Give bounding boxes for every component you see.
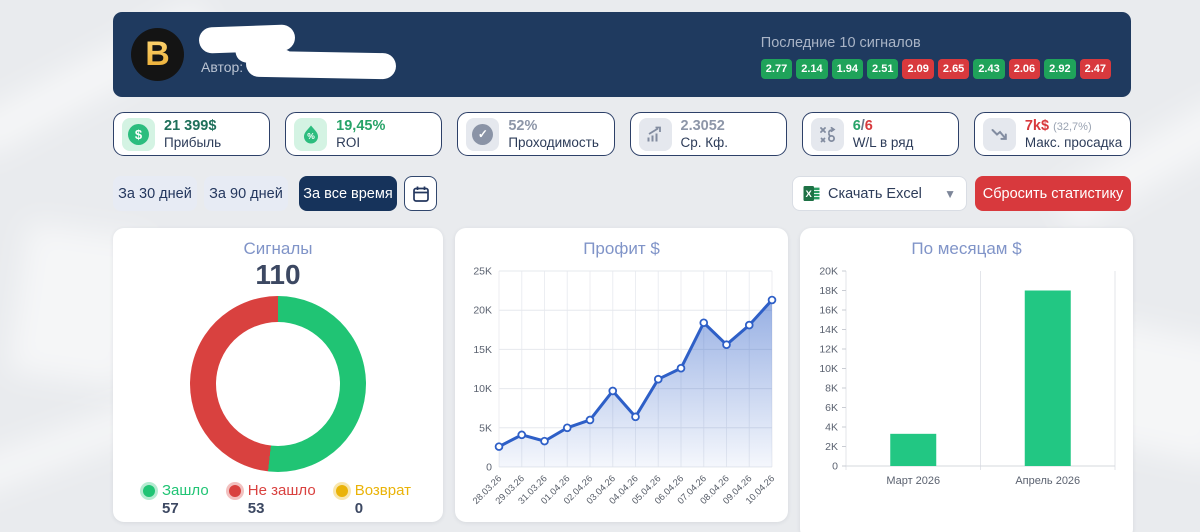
svg-text:10K: 10K [819, 363, 838, 375]
drawdown-value: 7k$ (32,7%) [1024, 117, 1092, 134]
stat-card-roi: % 19,45% ROI [285, 112, 443, 156]
period-90-days-button[interactable]: За 90 дней [204, 176, 288, 211]
signal-badge: 2.51 [867, 59, 899, 79]
roi-value: 19,45% [336, 117, 386, 134]
logo-letter: B [145, 35, 170, 73]
stat-card-profit: $ 21 399$ Прибыль [113, 112, 271, 156]
winrate-label: Проходимость [508, 134, 599, 150]
legend-item[interactable]: Возврат 0 [335, 482, 411, 518]
avg-odds-label: Ср. Кф. [680, 134, 728, 150]
strategy-icon [810, 117, 844, 151]
legend-label: Возврат [354, 482, 411, 500]
dollar-icon: $ [122, 117, 155, 151]
signal-badge: 2.43 [973, 59, 1005, 79]
redaction-blob [245, 50, 397, 80]
svg-text:X: X [806, 189, 813, 200]
downtrend-icon [982, 117, 1016, 151]
wl-streak-value: 6/6 [852, 117, 873, 134]
svg-text:10K: 10K [473, 383, 492, 395]
author-label: Автор: [201, 59, 244, 75]
reset-statistics-button[interactable]: Сбросить статистику [975, 176, 1131, 211]
signals-card-title: Сигналы [243, 239, 313, 258]
period-all-time-button[interactable]: За все время [299, 176, 397, 211]
svg-text:0: 0 [832, 461, 838, 473]
svg-text:16K: 16K [819, 305, 838, 317]
download-excel-label: Скачать Excel [828, 185, 922, 202]
stat-card-wl-streak: 6/6 W/L в ряд [801, 112, 959, 156]
legend-label: Не зашло [247, 482, 316, 500]
wl-streak-label: W/L в ряд [852, 134, 914, 150]
signal-badge: 2.77 [760, 59, 793, 79]
donut-legend: Зашло 57 Не зашло 53 Возврат 0 [113, 472, 443, 517]
stats-row: $ 21 399$ Прибыль % 19,45% ROI ✓ 52% Про… [113, 112, 1132, 156]
signal-badge: 2.09 [902, 59, 934, 79]
header-banner: B Автор: Последние 10 сигналов 2.77 2.14 1… [113, 12, 1131, 97]
monthly-card-title: По месяцам $ [911, 239, 1022, 258]
profit-value: 21 399$ [164, 117, 217, 134]
monthly-card: По месяцам $ 0 2K 4K 6K 8K 10K 12K 14K 16K 18K 20K… [800, 228, 1133, 532]
check-circle-icon: ✓ [466, 117, 500, 151]
signal-badge: 2.14 [796, 59, 828, 79]
period-30-days-button[interactable]: За 30 дней [113, 176, 197, 211]
svg-text:20K: 20K [473, 305, 492, 317]
drawdown-label: Макс. просадка [1024, 134, 1123, 150]
legend-value: 0 [354, 500, 364, 518]
legend-item[interactable]: Не зашло 53 [228, 482, 316, 518]
legend-item[interactable]: Зашло 57 [143, 482, 209, 517]
stat-card-winrate: ✓ 52% Проходимость [457, 112, 615, 156]
svg-text:%: % [307, 131, 315, 141]
svg-text:6K: 6K [825, 402, 838, 414]
signal-badge: 2.06 [1008, 59, 1041, 79]
excel-icon: X [803, 186, 820, 201]
profit-label: Прибыль [164, 134, 222, 150]
signal-badge: 2.92 [1044, 59, 1076, 79]
svg-text:18K: 18K [819, 285, 838, 297]
svg-text:20K: 20K [819, 266, 838, 278]
calendar-button[interactable] [404, 176, 437, 211]
channel-avatar: B [131, 28, 184, 81]
svg-text:2K: 2K [825, 441, 838, 453]
calendar-icon [412, 186, 429, 202]
stat-card-drawdown: 7k$ (32,7%) Макс. просадка [973, 112, 1132, 156]
last-signals-title: Последние 10 сигналов [760, 35, 921, 51]
chevron-down-icon: ▼ [944, 186, 956, 201]
svg-text:25K: 25K [473, 266, 492, 278]
svg-text:Апрель 2026: Апрель 2026 [1015, 475, 1080, 487]
signal-badge: 1.94 [831, 59, 864, 79]
svg-text:0: 0 [486, 462, 492, 474]
signal-badge: 2.47 [1079, 59, 1111, 79]
avg-odds-value: 2.3052 [680, 117, 725, 134]
monthly-bar-chart: 0 2K 4K 6K 8K 10K 12K 14K 16K 18K 20K Март 2026 Апре… [819, 266, 1116, 487]
legend-dot [143, 484, 155, 497]
svg-text:Март 2026: Март 2026 [886, 475, 940, 487]
winrate-value: 52% [508, 117, 538, 134]
roi-label: ROI [336, 134, 361, 150]
legend-label: Зашло [162, 482, 209, 500]
stat-card-avg-odds: 2.3052 Ср. Кф. [629, 112, 787, 156]
legend-value: 57 [162, 500, 179, 518]
profit-card-title: Профит $ [583, 239, 660, 258]
trend-chart-icon [638, 117, 672, 151]
svg-text:14K: 14K [819, 324, 838, 336]
legend-value: 53 [247, 500, 265, 518]
signals-donut-chart [190, 296, 366, 473]
profit-card: Профит $ 0 5K 10K 15K 20K 25K 28.03.26 29.03.26… [455, 228, 788, 522]
legend-dot [335, 484, 348, 497]
svg-text:4K: 4K [825, 422, 838, 434]
signals-total: 110 [255, 259, 301, 290]
download-excel-button[interactable]: X Скачать Excel ▼ [792, 176, 967, 211]
signal-badge: 2.65 [937, 59, 970, 79]
signals-card: Сигналы 110 Зашло 57 Не зашло 53 Возврат 0 [113, 228, 443, 522]
legend-dot [228, 484, 241, 497]
svg-text:15K: 15K [473, 344, 492, 356]
percent-droplet-icon: % [294, 117, 328, 151]
toolbar: За 30 дней За 90 дней За все время X Ска… [113, 176, 1131, 211]
svg-text:8K: 8K [825, 383, 838, 395]
last-signals-block: Последние 10 сигналов 2.77 2.14 1.94 2.51 2.… [760, 35, 1111, 79]
svg-text:5K: 5K [479, 422, 492, 434]
svg-text:12K: 12K [819, 344, 838, 356]
signals-row: 2.77 2.14 1.94 2.51 2.09 2.65 2.43 2.06 2.92 2.47 [760, 59, 1111, 79]
profit-line-chart: 05K10K15K20K25K28.03.2629.03.2631.03.260… [471, 266, 777, 507]
